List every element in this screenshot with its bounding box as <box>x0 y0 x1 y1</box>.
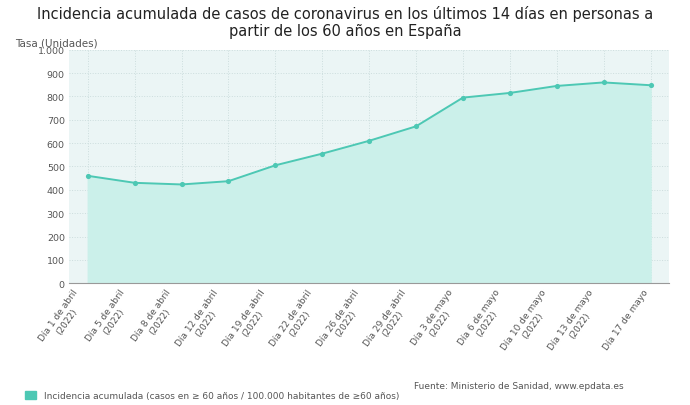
Point <box>504 90 515 97</box>
Point <box>223 179 234 185</box>
Legend: Incidencia acumulada (casos en ≥ 60 años / 100.000 habitantes de ≥60 años): Incidencia acumulada (casos en ≥ 60 años… <box>26 391 399 400</box>
Point <box>364 138 375 145</box>
Text: Incidencia acumulada de casos de coronavirus en los últimos 14 días en personas : Incidencia acumulada de casos de coronav… <box>37 6 653 39</box>
Point <box>82 173 93 180</box>
Point <box>598 80 609 87</box>
Point <box>270 163 281 169</box>
Point <box>411 124 422 130</box>
Text: Tasa (Unidades): Tasa (Unidades) <box>15 38 97 48</box>
Point <box>176 182 187 188</box>
Point <box>317 151 328 158</box>
Point <box>551 83 562 90</box>
Point <box>129 180 140 187</box>
Point <box>645 83 656 89</box>
Point <box>457 95 469 102</box>
Text: Fuente: Ministerio de Sanidad, www.epdata.es: Fuente: Ministerio de Sanidad, www.epdat… <box>414 381 624 390</box>
